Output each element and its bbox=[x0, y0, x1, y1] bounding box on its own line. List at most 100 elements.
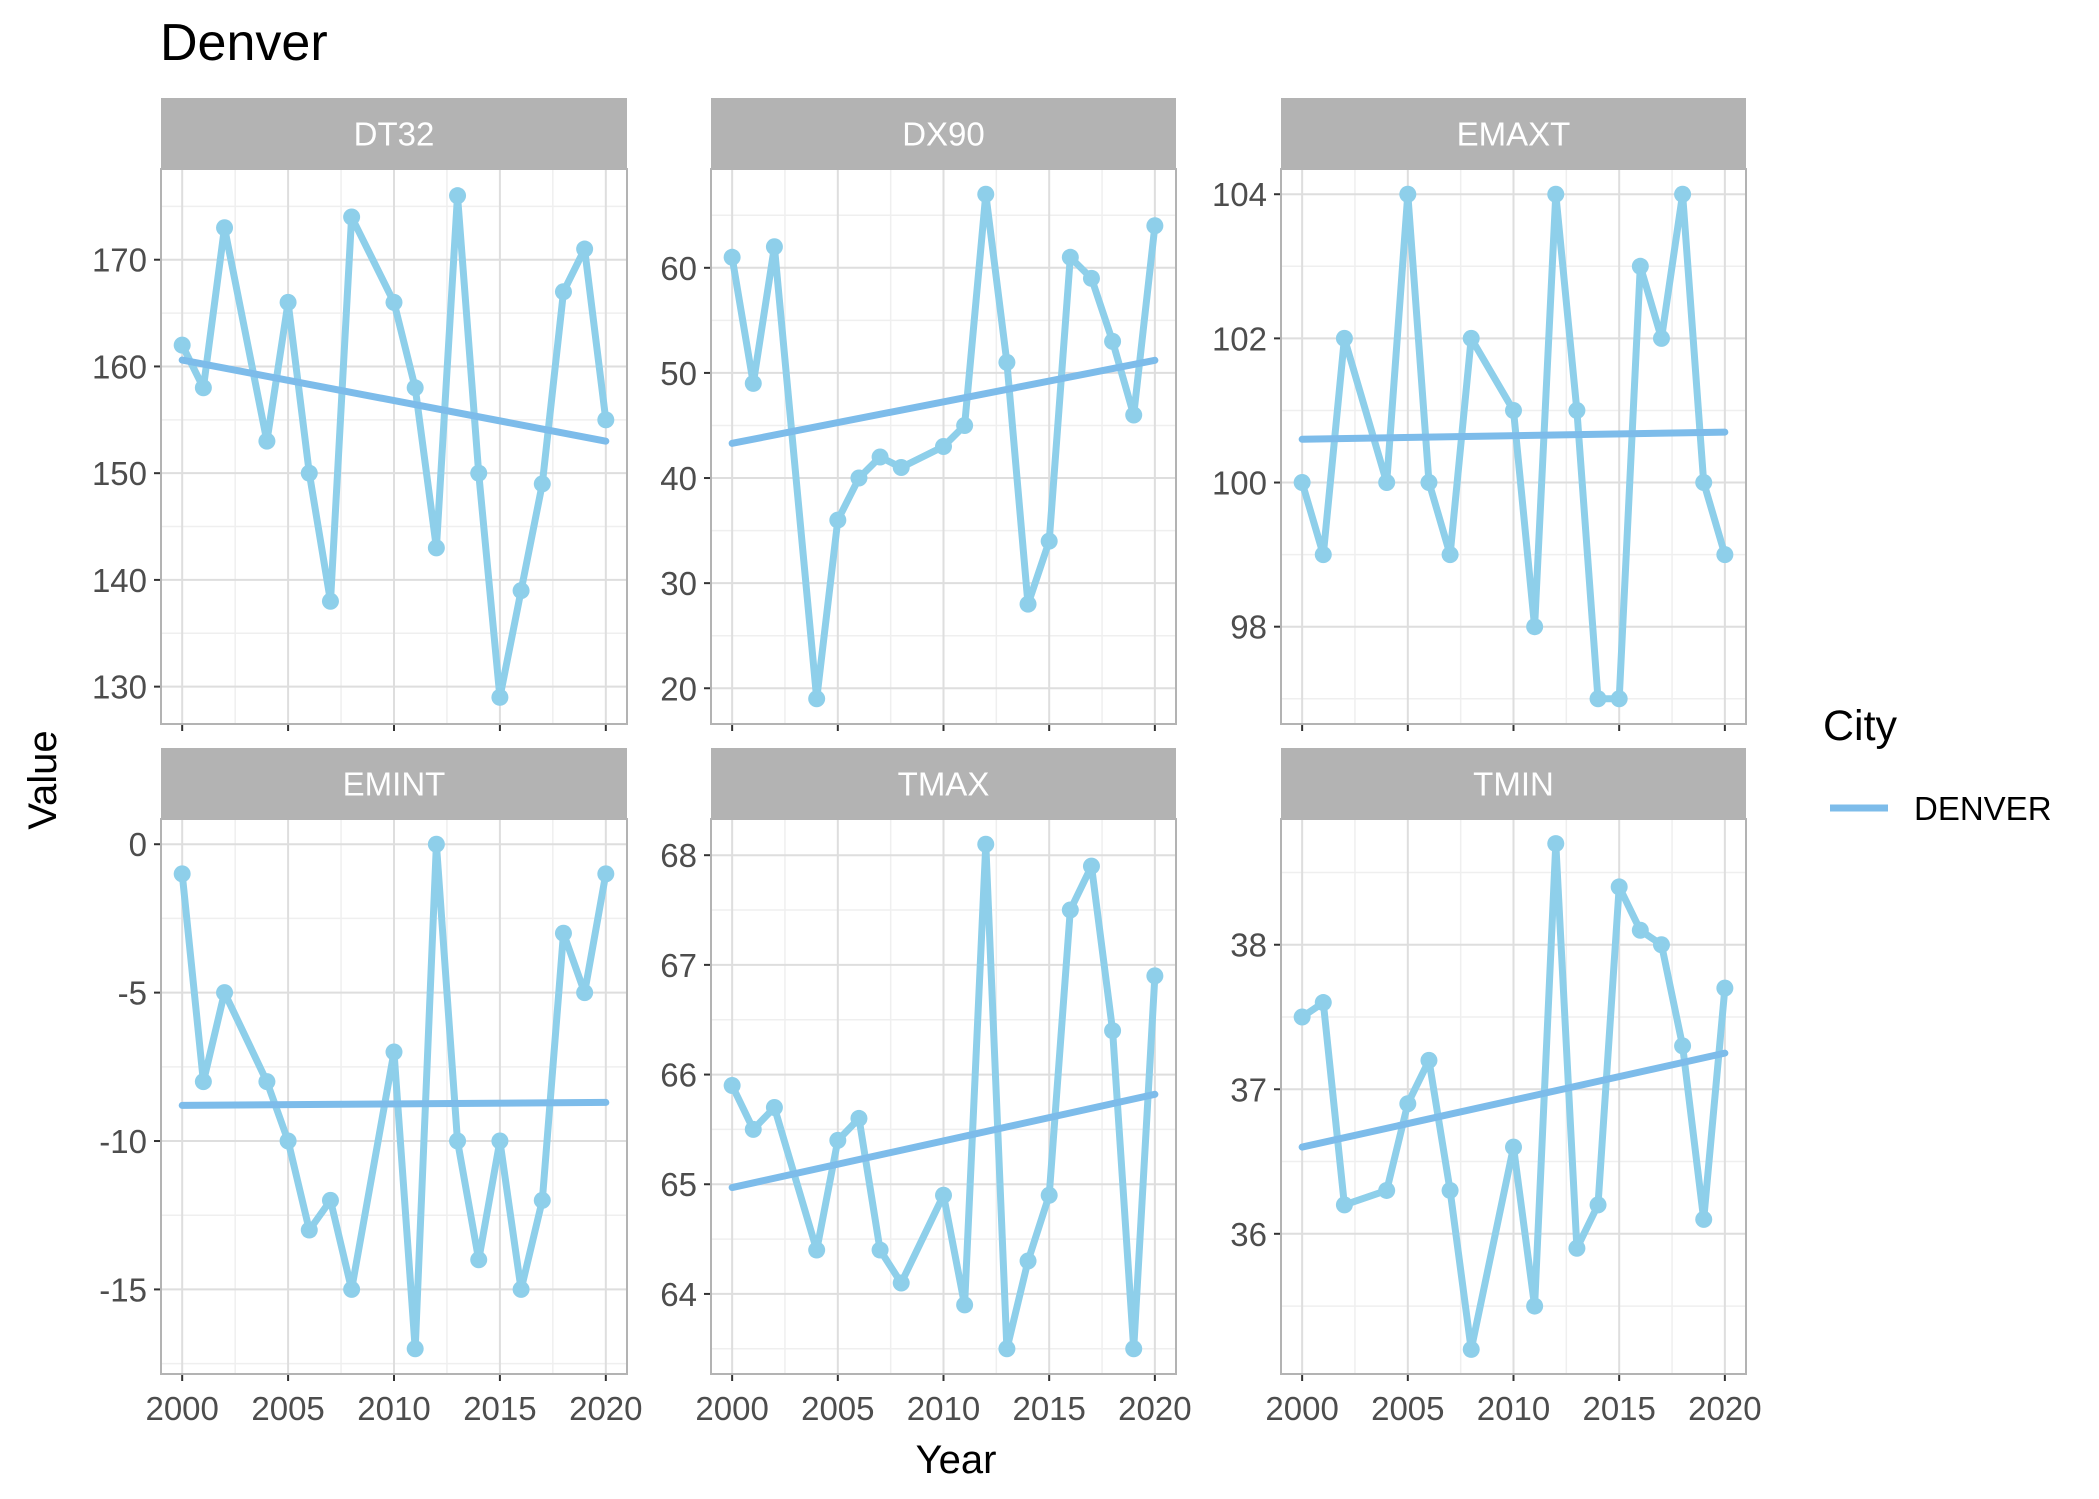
strip-background bbox=[1281, 748, 1746, 819]
data-point bbox=[1293, 474, 1311, 492]
x-tick-label: 2020 bbox=[569, 1390, 642, 1427]
data-point bbox=[956, 416, 974, 434]
data-point bbox=[1314, 994, 1332, 1012]
trend-line-emaxt bbox=[1298, 428, 1729, 443]
y-tick-label: 102 bbox=[1212, 320, 1267, 357]
x-tick-label: 2015 bbox=[463, 1390, 536, 1427]
legend-label-denver: DENVER bbox=[1914, 790, 2052, 827]
y-tick-label: 100 bbox=[1212, 465, 1267, 502]
data-point bbox=[321, 592, 339, 610]
y-tick-label: 20 bbox=[660, 670, 697, 707]
y-tick-label: 160 bbox=[92, 348, 147, 385]
data-point bbox=[1695, 474, 1713, 492]
data-point bbox=[998, 1340, 1016, 1358]
data-point bbox=[597, 865, 615, 883]
strip-label-dx90: DX90 bbox=[902, 116, 985, 153]
y-tick-label: 30 bbox=[660, 565, 697, 602]
panel-dx90: 20 30 40 50 60 DX90 bbox=[660, 98, 1177, 731]
data-point bbox=[1674, 185, 1692, 203]
data-point bbox=[576, 240, 594, 258]
trend-line-tmin bbox=[1298, 1049, 1729, 1151]
x-tick-label: 2000 bbox=[1265, 1390, 1338, 1427]
data-point bbox=[1547, 835, 1565, 853]
data-point bbox=[1082, 269, 1100, 287]
strip-label-tmin: TMIN bbox=[1473, 766, 1554, 803]
data-point bbox=[829, 511, 847, 529]
trend-line-emint bbox=[178, 1098, 610, 1109]
data-point bbox=[1610, 878, 1628, 896]
data-point bbox=[1040, 1186, 1058, 1204]
data-point bbox=[1695, 1210, 1713, 1228]
strip-label-dt32: DT32 bbox=[354, 116, 435, 153]
data-point bbox=[765, 1098, 783, 1116]
data-point bbox=[744, 1120, 762, 1138]
data-point bbox=[554, 283, 572, 301]
data-point bbox=[1104, 1022, 1122, 1040]
data-point bbox=[554, 924, 572, 942]
data-point bbox=[1505, 1138, 1522, 1156]
data-point bbox=[935, 438, 952, 455]
data-point bbox=[1674, 1037, 1692, 1055]
strip-background bbox=[711, 748, 1176, 819]
strip-background bbox=[161, 748, 627, 819]
data-point bbox=[1420, 474, 1438, 492]
x-tick-label: 2015 bbox=[1582, 1390, 1655, 1427]
data-point bbox=[1462, 329, 1480, 347]
legend-title: City bbox=[1823, 702, 1898, 750]
y-tick-label: 37 bbox=[1230, 1071, 1267, 1108]
data-point bbox=[1652, 936, 1670, 954]
data-point bbox=[1526, 1297, 1544, 1315]
data-point bbox=[935, 1186, 952, 1204]
data-point bbox=[1040, 532, 1058, 550]
data-point bbox=[1716, 979, 1734, 997]
x-tick-label: 2010 bbox=[1477, 1390, 1550, 1427]
data-point bbox=[723, 248, 741, 266]
data-point bbox=[1568, 401, 1586, 419]
data-point bbox=[1125, 406, 1143, 424]
y-tick-label: 0 bbox=[129, 826, 147, 863]
y-axis-title: Value bbox=[21, 730, 65, 829]
data-point bbox=[1399, 185, 1417, 203]
y-tick-label: 98 bbox=[1230, 609, 1267, 646]
data-point bbox=[470, 1251, 488, 1269]
data-point bbox=[1019, 595, 1037, 613]
data-point bbox=[216, 984, 234, 1002]
data-point bbox=[977, 835, 995, 853]
data-point bbox=[744, 374, 762, 392]
data-point bbox=[765, 238, 783, 256]
data-point bbox=[533, 475, 551, 493]
y-tick-label: 65 bbox=[660, 1166, 697, 1203]
data-point bbox=[1441, 546, 1459, 564]
data-point bbox=[533, 1191, 551, 1209]
data-point bbox=[956, 1296, 974, 1314]
data-point bbox=[343, 1280, 361, 1298]
data-point bbox=[998, 353, 1016, 371]
data-point bbox=[1399, 1095, 1417, 1113]
data-point bbox=[597, 411, 615, 429]
y-tick-label: 66 bbox=[660, 1057, 697, 1094]
data-point bbox=[1568, 1239, 1586, 1257]
data-point bbox=[1652, 329, 1670, 347]
data-point bbox=[1526, 618, 1544, 636]
data-point bbox=[1061, 248, 1079, 266]
chart-title: Denver bbox=[160, 14, 328, 72]
data-point bbox=[1125, 1340, 1143, 1358]
data-point bbox=[1293, 1008, 1311, 1026]
y-tick-label: 40 bbox=[660, 460, 697, 497]
data-point bbox=[194, 1073, 212, 1091]
data-point bbox=[1589, 690, 1607, 708]
data-point bbox=[258, 432, 276, 450]
data-point bbox=[427, 835, 445, 853]
panel-emaxt: 98 100 102 104 EMAXT bbox=[1212, 98, 1747, 731]
data-point bbox=[385, 1043, 403, 1061]
data-point bbox=[1505, 401, 1522, 419]
data-point bbox=[723, 1077, 741, 1095]
data-point bbox=[1314, 546, 1332, 564]
x-tick-label: 2005 bbox=[1371, 1390, 1444, 1427]
data-point bbox=[491, 688, 509, 706]
x-axis-title: Year bbox=[916, 1438, 997, 1482]
data-point bbox=[279, 1132, 297, 1150]
strip-background bbox=[1281, 98, 1746, 169]
strip-label-emaxt: EMAXT bbox=[1457, 116, 1571, 153]
y-tick-label: 50 bbox=[660, 355, 697, 392]
